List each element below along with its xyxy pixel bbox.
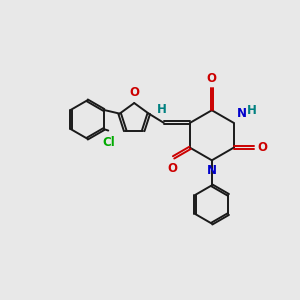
Text: O: O [130, 85, 140, 99]
Text: O: O [207, 72, 217, 85]
Text: N: N [237, 107, 247, 120]
Text: Cl: Cl [102, 136, 115, 149]
Text: H: H [247, 104, 257, 117]
Text: O: O [258, 141, 268, 154]
Text: H: H [157, 103, 167, 116]
Text: O: O [167, 162, 177, 175]
Text: N: N [207, 164, 217, 177]
